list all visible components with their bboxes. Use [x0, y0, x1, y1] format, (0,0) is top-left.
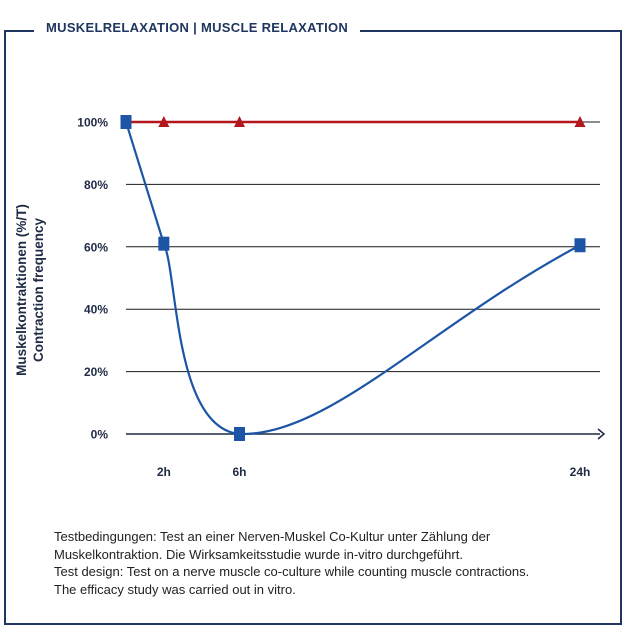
chart-heading: MUSKELRELAXATION | MUSCLE RELAXATION	[34, 20, 361, 35]
grid-layer	[126, 121, 600, 373]
data-point-triangle	[574, 116, 586, 127]
y-axis-title: Contraction frequency	[31, 218, 46, 363]
y-tick-label: 40%	[84, 303, 108, 317]
y-tick-label: 20%	[84, 365, 108, 379]
caption-line-4: The efficacy study was carried out in vi…	[54, 581, 296, 597]
series-layer	[120, 115, 586, 441]
caption-line-2: Muskelkontraktion. Die Wirksamkeitsstudi…	[54, 546, 463, 562]
x-axis-arrow	[597, 428, 606, 440]
y-tick-label: 0%	[91, 428, 109, 442]
contraction-line	[124, 121, 581, 436]
x-tick-label: 6h	[232, 465, 246, 479]
y-tick-label: 60%	[84, 240, 108, 254]
axis-layer	[126, 428, 606, 440]
x-tick-label: 2h	[157, 465, 171, 479]
y-axis-title: Muskelkontraktionen (%/T)	[14, 204, 29, 376]
test-caption: Testbedingungen: Test an einer Nerven-Mu…	[54, 528, 614, 598]
caption-line-3: Test design: Test on a nerve muscle co-c…	[54, 564, 530, 579]
data-point-square	[574, 238, 586, 253]
label-layer: 0% 20% 40% 60% 80% 100% 2h 6h 24h Muskelkontrakti…	[14, 116, 590, 480]
caption-line-1: Testbedingungen: Test an einer Nerven-Mu…	[54, 529, 491, 544]
data-point-square	[120, 115, 132, 129]
x-tick-label: 24h	[570, 465, 591, 479]
data-point-triangle	[158, 116, 170, 127]
data-point-square	[234, 427, 245, 441]
y-tick-label: 80%	[84, 178, 108, 192]
y-tick-label: 100%	[77, 116, 108, 130]
data-point-square	[158, 236, 170, 251]
data-point-triangle	[234, 116, 245, 127]
